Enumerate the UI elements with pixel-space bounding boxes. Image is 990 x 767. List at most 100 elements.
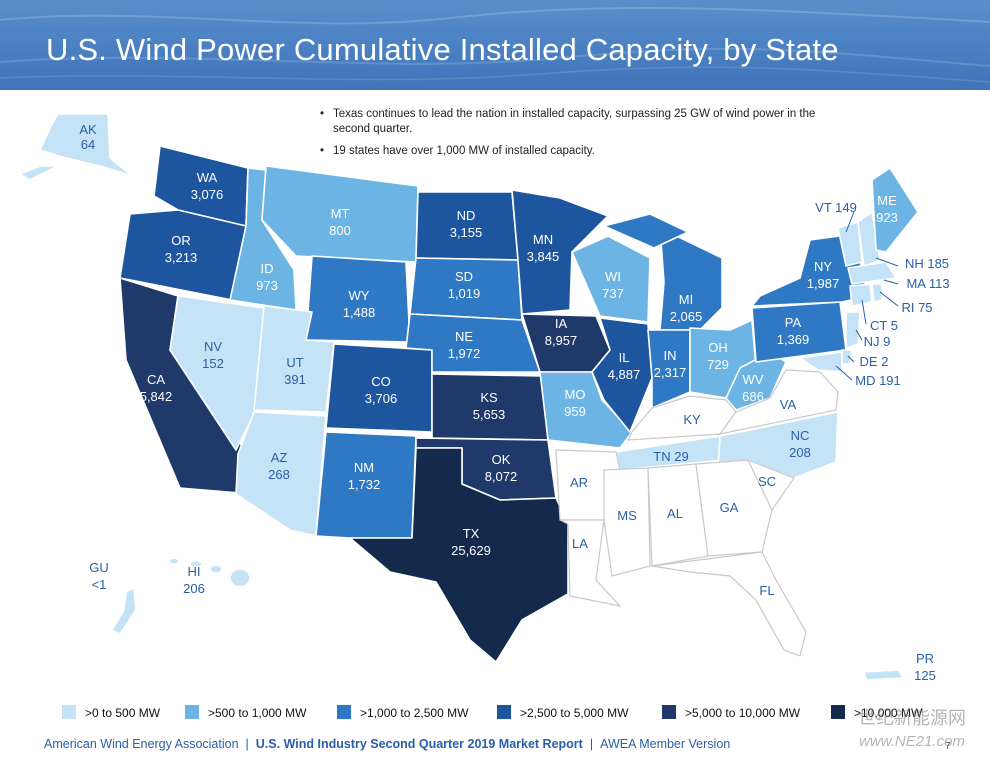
- label-MN-abbr: MN: [533, 232, 553, 247]
- state-MS: [603, 467, 651, 577]
- state-WI: [571, 235, 651, 323]
- label-WV-value: 686: [742, 389, 764, 404]
- label-ME-abbr: ME: [877, 193, 897, 208]
- state-UT: [253, 305, 335, 413]
- label-OK-abbr: OK: [492, 452, 511, 467]
- state-labels: AK 64 WA 3,076 OR 3,213 CA 5,842 ID 973 NV 152…: [79, 122, 949, 683]
- label-PR-value: 125: [914, 668, 936, 683]
- svg-text:NM1,732: NM 1,732: [348, 460, 381, 492]
- svg-text:OR3,213: OR 3,213: [165, 233, 198, 265]
- state-DE: [841, 349, 853, 365]
- state-NH: [857, 211, 881, 267]
- label-OR-value: 3,213: [165, 250, 198, 265]
- legend-label-tier5: >5,000 to 10,000 MW: [685, 706, 801, 720]
- state-SC: [746, 458, 795, 512]
- svg-text:MN3,845: MN 3,845: [527, 232, 560, 264]
- state-PR: [863, 669, 905, 681]
- svg-text:NY1,987: NY 1,987: [807, 259, 840, 291]
- label-IL-value: 4,887: [608, 367, 641, 382]
- svg-text:MI2,065: MI 2,065: [670, 292, 703, 324]
- legend-swatch-tier5: [662, 705, 676, 719]
- footer: American Wind Energy Association | U.S. Wi…: [44, 737, 730, 751]
- label-ID-value: 973: [256, 278, 278, 293]
- label-MT-abbr: MT: [331, 206, 350, 221]
- state-KY: [626, 395, 737, 441]
- label-AR: AR: [570, 475, 588, 490]
- label-CA-abbr: CA: [147, 372, 165, 387]
- label-MI-abbr: MI: [679, 292, 693, 307]
- label-MD: MD 191: [855, 373, 901, 388]
- legend-swatch-tier3: [337, 705, 351, 719]
- label-NM-abbr: NM: [354, 460, 374, 475]
- label-WA-value: 3,076: [191, 187, 224, 202]
- label-AL: AL: [667, 506, 683, 521]
- state-AK-chain: [19, 165, 59, 181]
- svg-text:IN2,317: IN 2,317: [654, 348, 687, 380]
- label-MO-abbr: MO: [565, 387, 586, 402]
- label-SC: SC: [758, 474, 776, 489]
- state-CT: [849, 283, 873, 307]
- label-ME-value: 923: [876, 210, 898, 225]
- state-MI-up: [603, 213, 689, 249]
- label-MS: MS: [617, 508, 637, 523]
- label-NJ: NJ 9: [864, 334, 891, 349]
- legend-label-tier2: >500 to 1,000 MW: [208, 706, 307, 720]
- map-legend: >0 to 500 MW >500 to 1,000 MW >1,000 to …: [62, 704, 962, 722]
- label-DE: DE 2: [860, 354, 889, 369]
- state-MD: [799, 351, 843, 373]
- label-WI-abbr: WI: [605, 269, 621, 284]
- label-RI: RI 75: [901, 300, 932, 315]
- label-NE-abbr: NE: [455, 329, 473, 344]
- label-AZ-abbr: AZ: [271, 450, 288, 465]
- label-OK-value: 8,072: [485, 469, 518, 484]
- label-OR-abbr: OR: [171, 233, 191, 248]
- page-number: 7: [945, 741, 951, 752]
- label-MA: MA 113: [906, 276, 949, 291]
- label-UT-abbr: UT: [286, 355, 303, 370]
- label-TX-value: 25,629: [451, 543, 491, 558]
- svg-text:CO3,706: CO 3,706: [365, 374, 398, 406]
- legend-swatch-tier4: [497, 705, 511, 719]
- label-NH: NH 185: [905, 256, 949, 271]
- label-IA-value: 8,957: [545, 333, 578, 348]
- label-IN-value: 2,317: [654, 365, 687, 380]
- legend-item-tier6: >10,000 MW: [831, 704, 922, 722]
- key-findings-list: Texas continues to lead the nation in in…: [318, 107, 818, 166]
- label-CA-value: 5,842: [140, 389, 173, 404]
- label-VA: VA: [780, 397, 797, 412]
- label-VT: VT 149: [815, 200, 857, 215]
- label-UT-value: 391: [284, 372, 306, 387]
- label-HI-abbr: HI: [188, 564, 201, 579]
- svg-text:SD1,019: SD 1,019: [448, 269, 481, 301]
- label-GU-abbr: GU: [89, 560, 109, 575]
- legend-item-tier4: >2,500 to 5,000 MW: [497, 704, 628, 722]
- svg-text:ND3,155: ND 3,155: [450, 208, 483, 240]
- state-MA: [847, 261, 897, 285]
- watermark-line2: www.NE21.com: [859, 733, 965, 750]
- label-HI-value: 206: [183, 581, 205, 596]
- label-NY-abbr: NY: [814, 259, 832, 274]
- svg-text:IA8,957: IA 8,957: [545, 316, 578, 348]
- svg-text:OK8,072: OK 8,072: [485, 452, 518, 484]
- label-ND-abbr: ND: [457, 208, 476, 223]
- state-NY: [751, 233, 869, 307]
- label-NV-value: 152: [202, 356, 224, 371]
- label-NE-value: 1,972: [448, 346, 481, 361]
- state-RI: [871, 283, 883, 303]
- label-SD-abbr: SD: [455, 269, 473, 284]
- label-GA: GA: [720, 500, 739, 515]
- legend-label-tier4: >2,500 to 5,000 MW: [520, 706, 629, 720]
- label-OH-value: 729: [707, 357, 729, 372]
- page-title: U.S. Wind Power Cumulative Installed Cap…: [46, 32, 839, 67]
- us-wind-capacity-map: AK 64 WA 3,076 OR 3,213 CA 5,842 ID 973 NV 152…: [19, 113, 950, 683]
- state-HI-2: [189, 560, 203, 568]
- label-CT: CT 5: [870, 318, 898, 333]
- label-WY-abbr: WY: [349, 288, 370, 303]
- label-IA-abbr: IA: [555, 316, 568, 331]
- finding-bullet-states-over-1000: 19 states have over 1,000 MW of installe…: [318, 144, 818, 159]
